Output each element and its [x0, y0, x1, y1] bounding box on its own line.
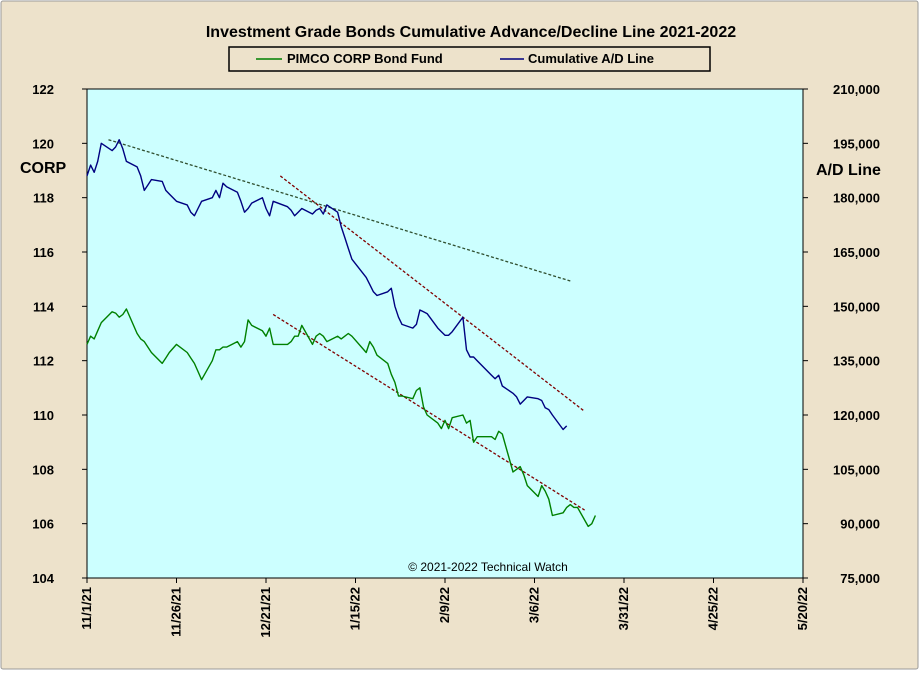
- right-axis-tick-label: 75,000: [840, 571, 880, 586]
- chart-title: Investment Grade Bonds Cumulative Advanc…: [206, 24, 736, 41]
- trendline-red: [272, 313, 585, 511]
- right-axis-tick-label: 105,000: [833, 462, 880, 477]
- right-axis-tick-label: 90,000: [840, 517, 880, 532]
- legend-label-corp: PIMCO CORP Bond Fund: [287, 51, 443, 66]
- left-axis-tick-label: 118: [33, 191, 54, 206]
- x-axis-tick-label: 3/31/22: [616, 587, 631, 630]
- left-axis-tick-label: 122: [32, 82, 54, 97]
- legend-box: [228, 46, 711, 72]
- x-axis-tick-label: 12/21/21: [258, 587, 273, 638]
- x-axis-tick-label: 2/9/22: [437, 587, 452, 623]
- right-axis-label: A/D Line: [816, 162, 881, 179]
- left-axis-tick-label: 112: [33, 354, 54, 369]
- left-axis-tick-label: 120: [32, 136, 54, 151]
- x-axis-tick-label: 11/1/21: [79, 587, 94, 630]
- copyright-text: © 2021-2022 Technical Watch: [408, 560, 568, 574]
- series-line-ad: [86, 138, 568, 431]
- right-axis-tick-label: 135,000: [833, 354, 880, 369]
- x-axis-tick-label: 11/26/21: [169, 587, 184, 637]
- right-axis-tick-label: 150,000: [833, 299, 880, 314]
- left-axis-tick-label: 116: [33, 245, 54, 260]
- right-axis-tick-label: 180,000: [833, 191, 880, 206]
- series-line-corp: [86, 308, 597, 528]
- trendline-grey: [108, 139, 571, 282]
- series-lines: [86, 138, 597, 528]
- x-axis-tick-label: 4/25/22: [706, 587, 721, 630]
- trendlines: [108, 139, 586, 511]
- left-axis-tick-label: 114: [33, 299, 55, 314]
- x-axis-tick-label: 5/20/22: [795, 587, 810, 630]
- trendline-red: [279, 175, 586, 412]
- axis-ticks: 104 106 108 110 112 114 116 118 120 122 75,000 90,0…: [32, 82, 880, 638]
- right-axis-tick-label: 210,000: [833, 82, 880, 97]
- left-axis-tick-label: 106: [32, 517, 54, 532]
- left-axis-tick-label: 108: [32, 462, 54, 477]
- left-axis-tick-label: 110: [33, 408, 54, 423]
- x-axis-tick-label: 1/15/22: [348, 587, 363, 630]
- right-axis-tick-label: 120,000: [833, 408, 880, 423]
- right-axis-tick-label: 165,000: [833, 245, 880, 260]
- legend: PIMCO CORP Bond Fund Cumulative A/D Line: [228, 46, 711, 72]
- left-axis-tick-label: 104: [32, 571, 54, 586]
- plot-area: [86, 88, 804, 579]
- left-axis-label: CORP: [20, 160, 67, 177]
- x-axis-tick-label: 3/6/22: [527, 587, 542, 623]
- right-axis-tick-label: 195,000: [833, 136, 880, 151]
- legend-label-ad: Cumulative A/D Line: [528, 51, 654, 66]
